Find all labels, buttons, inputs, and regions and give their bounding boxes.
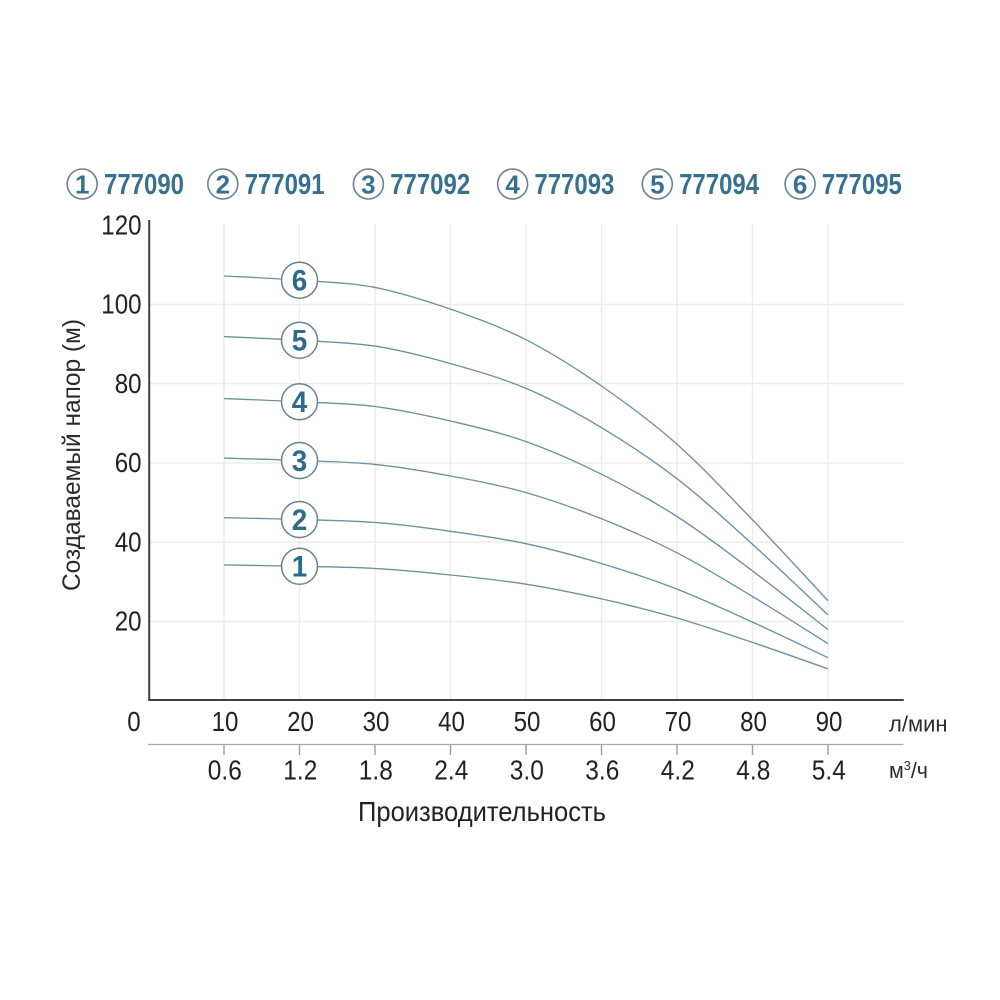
svg-text:777091: 777091 [245, 169, 325, 201]
svg-text:90: 90 [816, 706, 843, 737]
svg-text:777090: 777090 [104, 169, 184, 201]
svg-text:6: 6 [292, 265, 308, 298]
svg-text:1.2: 1.2 [283, 755, 317, 786]
svg-text:120: 120 [101, 209, 141, 240]
svg-text:100: 100 [101, 289, 141, 320]
svg-text:80: 80 [740, 706, 767, 737]
svg-text:1: 1 [75, 169, 89, 199]
svg-text:л/мин: л/мин [889, 712, 948, 737]
svg-text:6: 6 [793, 169, 807, 199]
svg-text:4: 4 [292, 386, 308, 419]
svg-text:2: 2 [292, 504, 308, 537]
svg-text:5: 5 [292, 325, 308, 358]
svg-text:3.6: 3.6 [585, 755, 619, 786]
svg-text:777092: 777092 [390, 169, 470, 201]
svg-text:30: 30 [363, 706, 390, 737]
svg-text:60: 60 [589, 706, 616, 737]
svg-text:777095: 777095 [822, 169, 902, 201]
svg-text:3.0: 3.0 [510, 755, 544, 786]
svg-text:2.4: 2.4 [434, 755, 468, 786]
svg-text:0.6: 0.6 [208, 755, 242, 786]
svg-text:1: 1 [292, 551, 308, 584]
svg-text:Производительность: Производительность [358, 796, 606, 827]
svg-text:2: 2 [216, 169, 230, 199]
svg-text:Создаваемый напор (м): Создаваемый напор (м) [58, 319, 86, 591]
svg-text:777094: 777094 [679, 169, 759, 201]
svg-text:4.2: 4.2 [661, 755, 695, 786]
svg-text:1.8: 1.8 [359, 755, 393, 786]
svg-text:20: 20 [287, 706, 314, 737]
svg-text:0: 0 [127, 706, 140, 737]
svg-text:4.8: 4.8 [736, 755, 770, 786]
svg-text:777093: 777093 [534, 169, 614, 201]
svg-text:40: 40 [115, 526, 142, 557]
svg-text:20: 20 [115, 606, 142, 637]
svg-text:60: 60 [115, 447, 142, 478]
svg-text:80: 80 [115, 368, 142, 399]
svg-text:3: 3 [361, 169, 375, 199]
svg-text:50: 50 [514, 706, 541, 737]
svg-text:3: 3 [292, 445, 308, 478]
svg-text:5.4: 5.4 [812, 755, 846, 786]
svg-text:10: 10 [212, 706, 239, 737]
svg-text:4: 4 [505, 169, 520, 199]
svg-text:70: 70 [665, 706, 692, 737]
svg-text:5: 5 [650, 169, 664, 199]
svg-text:40: 40 [438, 706, 465, 737]
